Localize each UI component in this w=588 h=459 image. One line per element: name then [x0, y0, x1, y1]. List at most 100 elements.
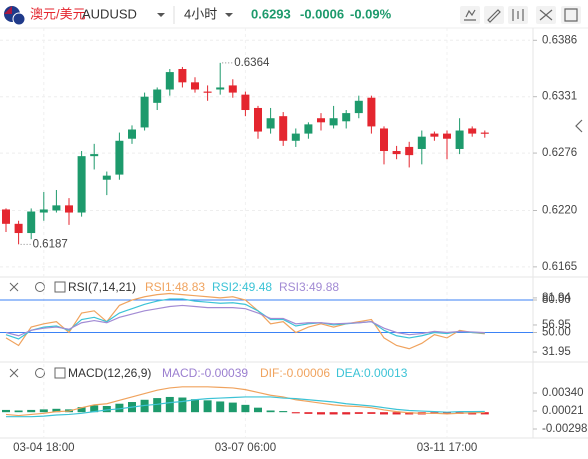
y-tick-label: 0.6220 [542, 205, 577, 217]
collapse-button[interactable] [575, 119, 583, 133]
candle-body [266, 118, 275, 129]
pair-name[interactable]: 澳元/美元 [30, 6, 86, 21]
y-tick-label: 0.6331 [542, 91, 577, 103]
candle-body [342, 113, 351, 122]
interval[interactable]: 4小时 [184, 6, 217, 21]
histogram-bar [354, 412, 363, 414]
candle-body [241, 94, 250, 111]
candle-body [140, 96, 149, 128]
candle-body [153, 89, 162, 103]
histogram-bar [153, 398, 162, 413]
legend-entry: RSI1:48.83 [145, 280, 205, 294]
panel-title: RSI(7,14,21) [68, 280, 136, 294]
candle-body [279, 116, 288, 141]
close-button[interactable] [9, 368, 19, 378]
histogram-bar [2, 409, 10, 413]
histogram-bar [52, 408, 61, 413]
rsi-line [5, 298, 485, 340]
tool-button[interactable] [561, 6, 581, 24]
candle-body [405, 146, 414, 156]
settings-button[interactable] [35, 282, 45, 292]
price: 0.6293 [251, 6, 291, 21]
dropdown-icon[interactable] [225, 13, 233, 17]
candle-body [468, 128, 477, 134]
histogram-bar [115, 403, 124, 413]
candle-body [417, 136, 426, 149]
histogram-bar [27, 409, 36, 413]
candle-body [317, 118, 325, 123]
candle-body [115, 140, 124, 175]
candle-body [65, 205, 73, 213]
histogram-bar [216, 401, 225, 413]
candle-body [455, 130, 464, 149]
close-button[interactable] [9, 282, 19, 292]
histogram-bar [317, 412, 325, 415]
histogram-bar [77, 407, 86, 413]
y-tick-label: 0.6386 [542, 34, 577, 46]
flag-icon [4, 6, 26, 26]
candle-body [128, 129, 136, 139]
tool-button[interactable] [508, 6, 528, 24]
candle-body [291, 133, 300, 141]
histogram-bar [241, 404, 250, 413]
y-tick-label: 80.00 [542, 294, 571, 306]
histogram-bar [266, 410, 275, 413]
histogram-bar [14, 410, 23, 413]
histogram-bar [90, 405, 99, 413]
macd-line [5, 386, 485, 417]
y-tick-label: 0.00340 [542, 387, 584, 399]
legend-entry: DIF:-0.00006 [260, 366, 330, 380]
histogram-bar [480, 412, 489, 415]
candle-body [216, 87, 225, 90]
y-tick-label: 81.94 [542, 292, 571, 304]
histogram-bar [367, 412, 376, 414]
histogram-bar [228, 402, 237, 413]
histogram-bar [392, 412, 401, 415]
panel-title: MACD(12,26,9) [68, 366, 151, 380]
y-tick-label: 50.00 [542, 327, 571, 339]
indicator-icon [54, 367, 66, 379]
histogram-bar [191, 399, 199, 413]
tool-button[interactable] [536, 6, 556, 24]
candle-body [254, 107, 262, 132]
candle-body [165, 72, 174, 90]
candle-body [228, 85, 237, 93]
y-tick-label: 56.95 [542, 319, 571, 331]
candle-body [329, 118, 338, 126]
candle-body [354, 100, 363, 114]
tool-button[interactable] [484, 6, 504, 24]
candle-body [367, 97, 376, 127]
candle-body [52, 205, 61, 211]
histogram-bar [291, 412, 300, 414]
candle-body [392, 151, 401, 155]
y-tick-label: 0.6276 [542, 147, 577, 159]
legend-entry: RSI3:49.88 [279, 280, 339, 294]
tool-button[interactable] [460, 6, 480, 24]
candle-body [380, 128, 388, 152]
x-tick-label: 03-04 18:00 [13, 442, 74, 454]
candle-body [480, 132, 489, 134]
histogram-bar [342, 412, 351, 415]
settings-button[interactable] [35, 368, 45, 378]
annotation: 0.6364 [234, 57, 270, 69]
histogram-bar [443, 412, 451, 414]
macd-line [6, 396, 485, 418]
candle-body [304, 124, 313, 134]
rsi-line [5, 292, 485, 350]
histogram-bar [254, 407, 262, 413]
annotation: 0.6187 [33, 238, 68, 250]
candle-body [2, 209, 10, 224]
histogram-bar [304, 412, 313, 414]
histogram-bar [380, 412, 388, 415]
candle-body [178, 69, 187, 83]
histogram-bar [165, 396, 174, 413]
y-tick-label: 0.00021 [542, 405, 584, 417]
legend-entry: RSI2:49.48 [212, 280, 272, 294]
dropdown-icon[interactable] [157, 13, 165, 17]
candle-body [191, 82, 199, 90]
rsi-line [5, 304, 485, 337]
candle-body [443, 133, 451, 139]
candle-body [102, 175, 111, 180]
